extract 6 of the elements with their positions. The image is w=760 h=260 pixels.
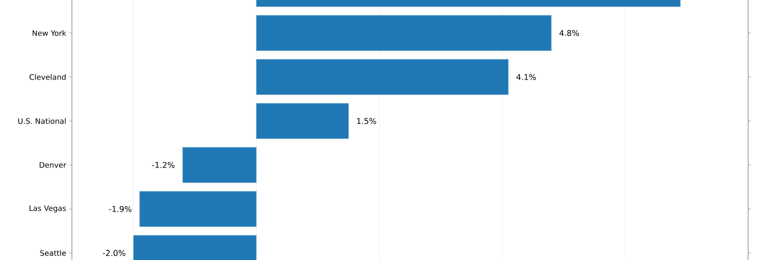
data-label: 4.1% (516, 74, 536, 80)
data-label: 4.8% (559, 30, 579, 36)
data-label: -1.2% (152, 162, 174, 168)
data-label: -1.9% (109, 206, 132, 212)
data-label: -2.0% (102, 250, 126, 256)
data-label: 1.5% (357, 118, 376, 124)
